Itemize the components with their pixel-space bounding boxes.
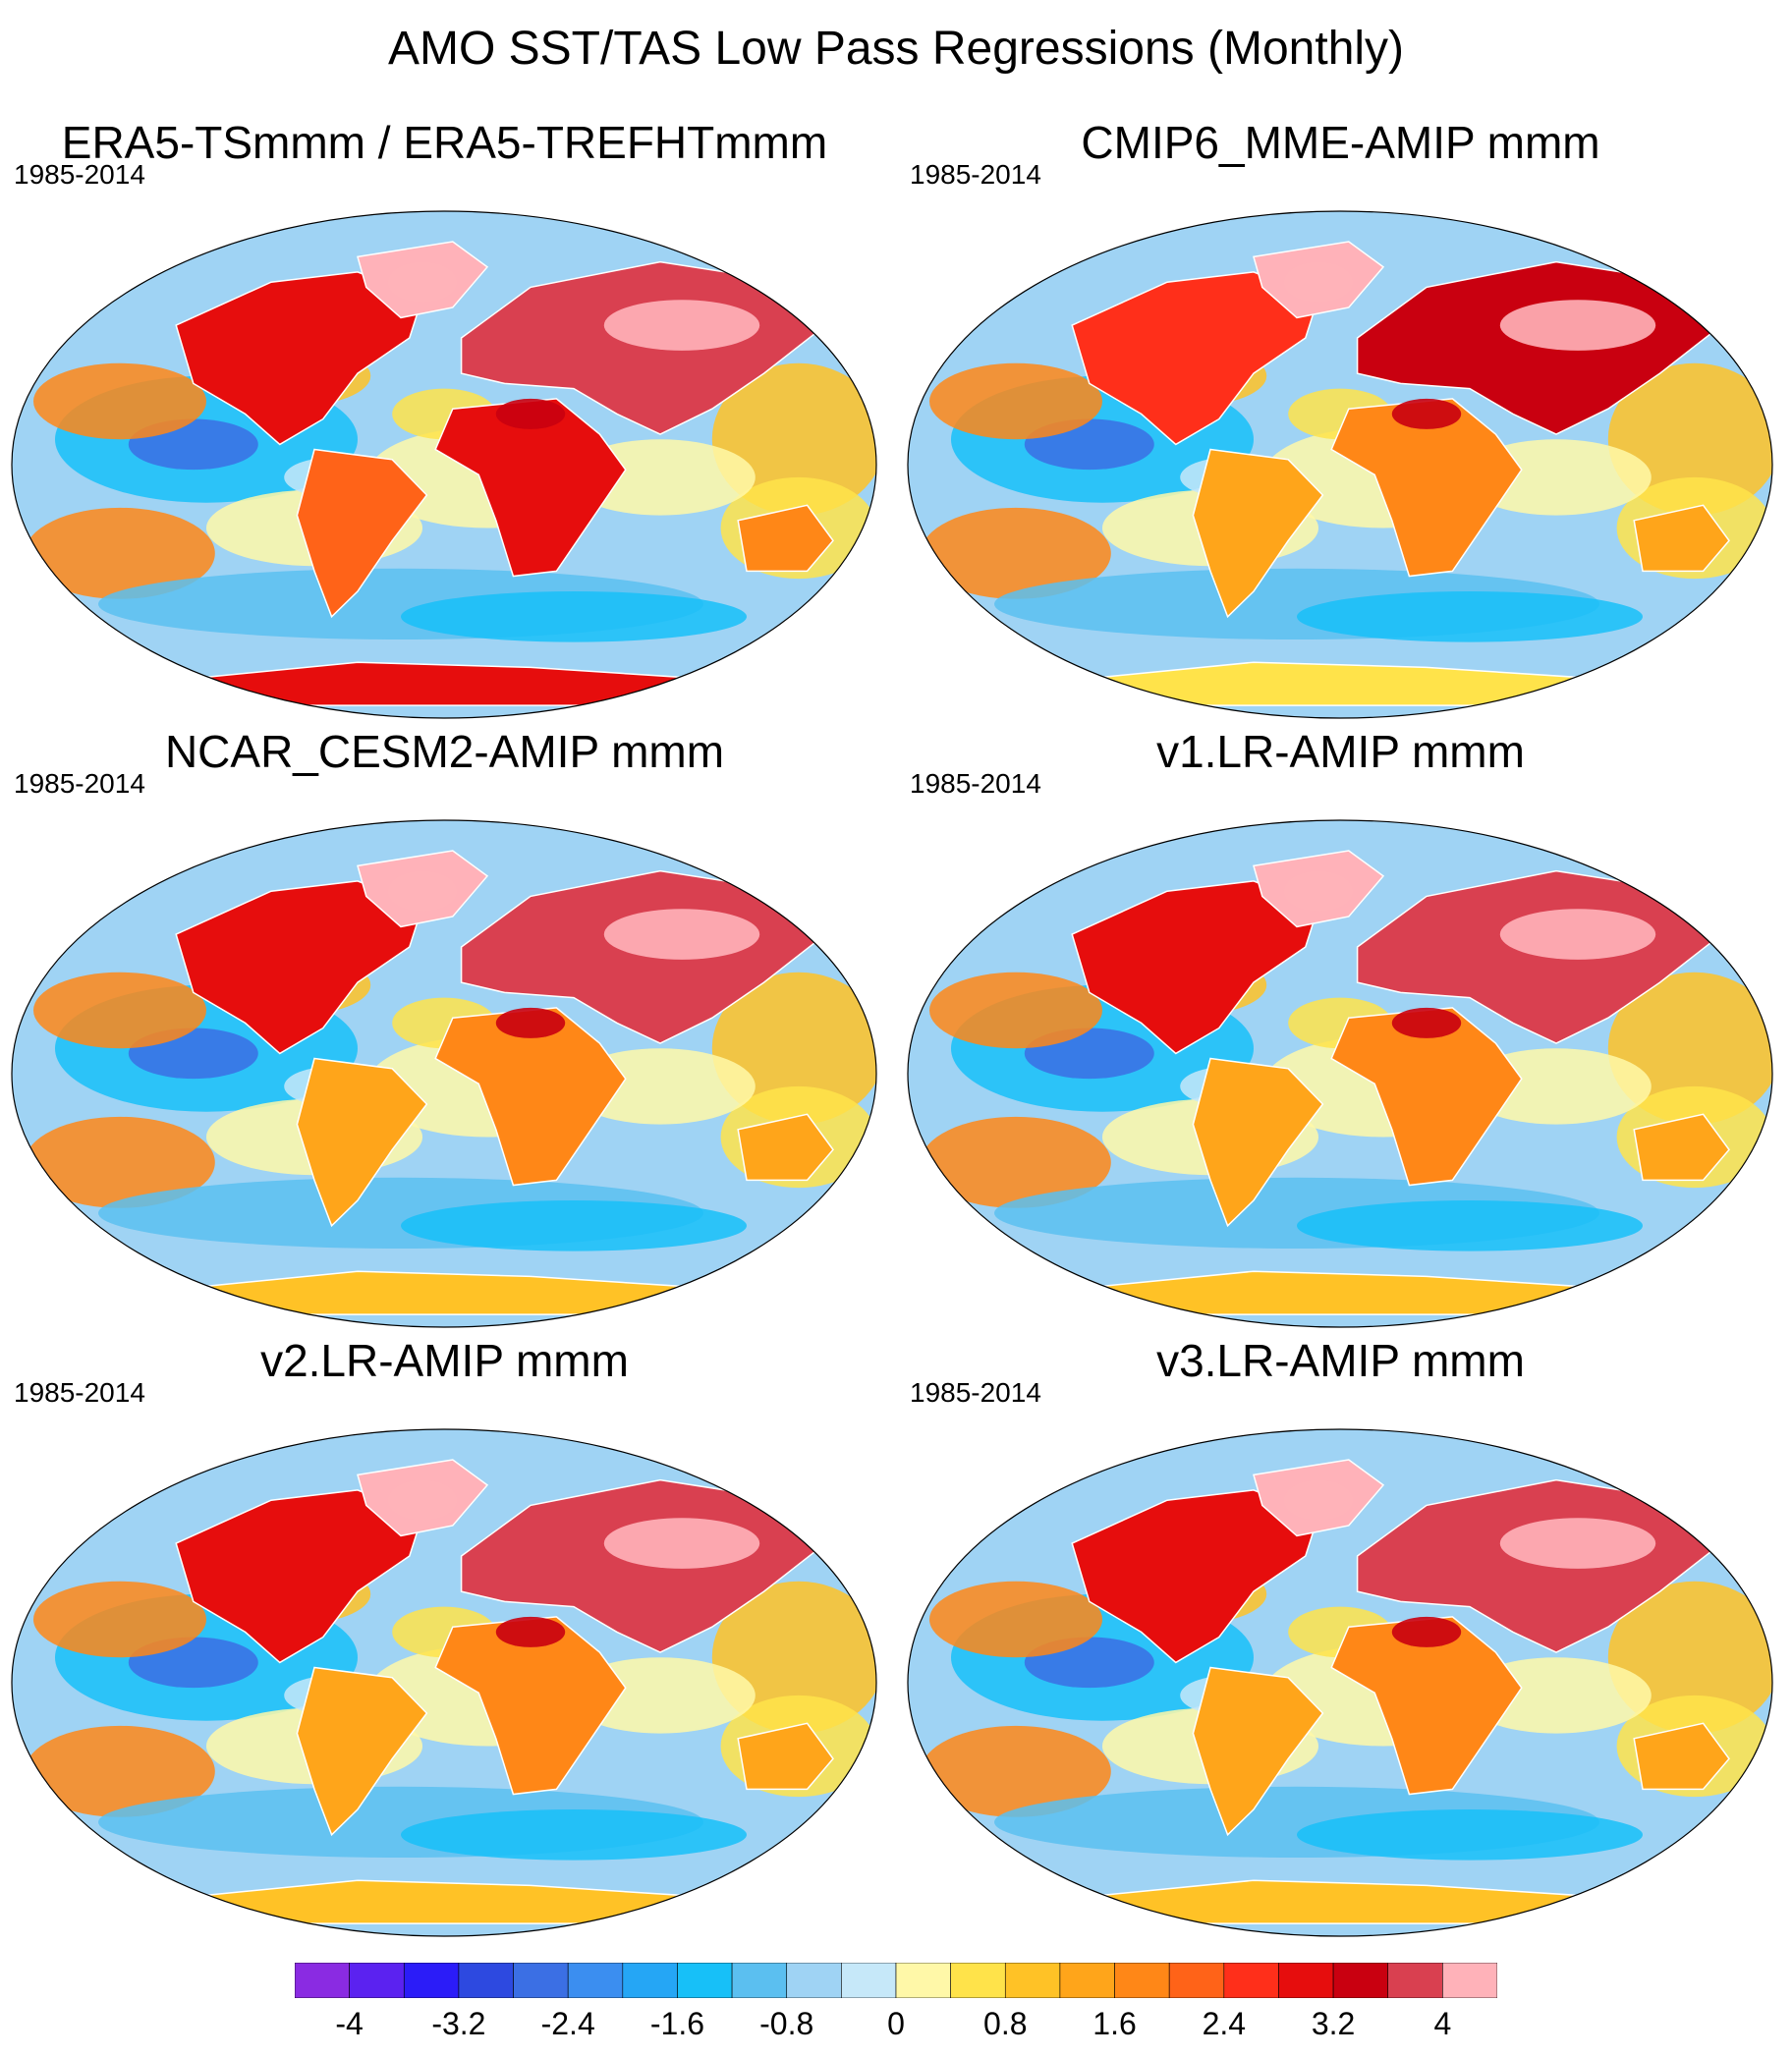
figure-title: AMO SST/TAS Low Pass Regressions (Monthl… [387,23,1405,75]
colorbar-swatch [1442,1963,1497,1998]
colorbar-label: 1.6 [1092,2006,1137,2041]
land-australia [737,1722,834,1791]
panel-years: 1985-2014 [910,159,1041,190]
land-australia [1633,504,1730,573]
colorbar-swatch [1387,1963,1443,1998]
land-namerica [1071,880,1319,1055]
colorbar-swatch [1278,1963,1334,1998]
map-border [907,1428,1773,1937]
world-map [11,1428,877,1937]
colorbar-label: 4 [1433,2006,1452,2041]
land-namerica [175,880,423,1055]
land-australia [737,1113,834,1182]
colorbar-swatch [950,1963,1006,1998]
map-border [11,1428,877,1937]
colorbar-swatch [895,1963,951,1998]
land-samerica [296,448,428,619]
land-africa [1330,398,1523,578]
map-field [908,211,1772,718]
world-map [907,1428,1773,1937]
colorbar-swatch [458,1963,514,1998]
land-africa [434,398,627,578]
colorbar-label: 0.8 [983,2006,1028,2041]
world-map [907,210,1773,719]
colorbar-swatch [1059,1963,1115,1998]
colorbar-swatch [1114,1963,1170,1998]
panel-years: 1985-2014 [910,768,1041,799]
map-border [11,819,877,1328]
colorbar-swatch [1223,1963,1279,1998]
colorbar-label: 2.4 [1202,2006,1247,2041]
land-africa [1330,1007,1523,1187]
panel-title: CMIP6_MME-AMIP mmm [1081,117,1600,168]
land-africa [434,1007,627,1187]
map-panel: v2.LR-AMIP mmm 1985-2014 [0,1334,889,1943]
colorbar-label: -2.4 [540,2006,595,2041]
panel-title: ERA5-TSmmm / ERA5-TREFHTmmm [61,117,828,168]
colorbar-swatch [731,1963,788,1998]
panel-years: 1985-2014 [910,1377,1041,1408]
world-map [11,819,877,1328]
colorbar-swatch [1168,1963,1225,1998]
world-map [11,210,877,719]
land-africa [434,1616,627,1796]
panel-title: v1.LR-AMIP mmm [1156,726,1525,777]
colorbar [295,1963,1497,1998]
map-panel: ERA5-TSmmm / ERA5-TREFHTmmm 1985-2014 [0,116,889,725]
land-africa [1330,1616,1523,1796]
land-samerica [1192,448,1324,619]
panel-title: v3.LR-AMIP mmm [1156,1335,1525,1386]
map-panel: v3.LR-AMIP mmm 1985-2014 [896,1334,1785,1943]
land-namerica [1071,271,1319,446]
map-panel: v1.LR-AMIP mmm 1985-2014 [896,725,1785,1334]
map-field [12,1429,876,1936]
land-namerica [175,271,423,446]
map-border [907,819,1773,1328]
map-border [11,210,877,719]
world-map [907,819,1773,1328]
colorbar-label: -4 [335,2006,364,2041]
colorbar-label: 3.2 [1311,2006,1356,2041]
colorbar-swatch [841,1963,897,1998]
land-samerica [296,1666,428,1837]
panel-years: 1985-2014 [14,159,145,190]
map-border [907,210,1773,719]
colorbar-swatch [513,1963,569,1998]
colorbar-swatch [786,1963,842,1998]
colorbar-label: -0.8 [759,2006,814,2041]
colorbar-swatch [1004,1963,1061,1998]
panel-title: v2.LR-AMIP mmm [260,1335,629,1386]
map-field [12,211,876,718]
map-field [12,820,876,1327]
land-samerica [1192,1057,1324,1228]
colorbar-label: 0 [887,2006,905,2041]
colorbar-swatch [349,1963,405,1998]
land-samerica [296,1057,428,1228]
land-australia [737,504,834,573]
map-panel: CMIP6_MME-AMIP mmm 1985-2014 [896,116,1785,725]
land-australia [1633,1113,1730,1182]
land-samerica [1192,1666,1324,1837]
panel-title: NCAR_CESM2-AMIP mmm [164,726,725,777]
land-australia [1633,1722,1730,1791]
map-field [908,1429,1772,1936]
colorbar-swatch [622,1963,678,1998]
land-namerica [1071,1489,1319,1664]
colorbar-label: -1.6 [649,2006,705,2041]
colorbar-label: -3.2 [431,2006,486,2041]
panel-years: 1985-2014 [14,768,145,799]
map-field [908,820,1772,1327]
land-namerica [175,1489,423,1664]
colorbar-swatch [567,1963,624,1998]
colorbar-swatch [403,1963,460,1998]
map-panel: NCAR_CESM2-AMIP mmm 1985-2014 [0,725,889,1334]
colorbar-swatch [295,1963,350,1998]
colorbar-swatch [1332,1963,1389,1998]
panel-years: 1985-2014 [14,1377,145,1408]
colorbar-swatch [677,1963,733,1998]
